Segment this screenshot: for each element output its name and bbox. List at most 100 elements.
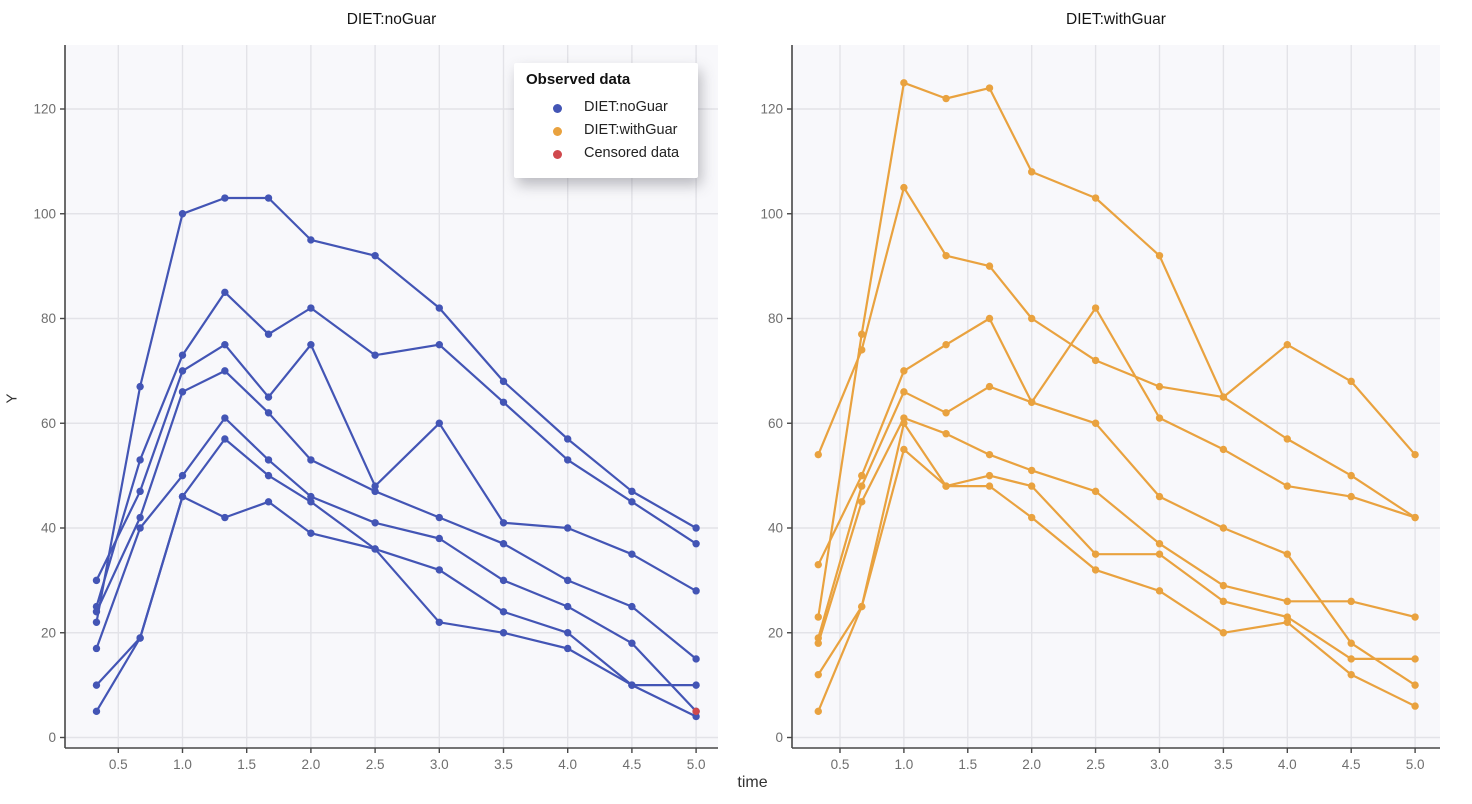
data-point — [985, 84, 994, 92]
data-point — [1347, 597, 1355, 606]
y-tick-label: 80 — [41, 311, 56, 326]
data-point — [435, 419, 443, 427]
x-tick-label: 4.5 — [623, 757, 642, 772]
data-point — [1155, 251, 1164, 260]
legend-item-label: Censored data — [584, 145, 680, 161]
series-line — [95, 495, 698, 713]
data-point — [1411, 513, 1419, 522]
y-tick-label: 0 — [48, 730, 56, 745]
data-point — [92, 608, 101, 616]
x-tick-label: 2.5 — [1086, 757, 1105, 772]
data-point — [692, 655, 700, 663]
data-point — [371, 519, 379, 527]
y-tick-label: 40 — [768, 521, 783, 536]
panel-title-noguar: DIET:noGuar — [346, 11, 437, 28]
data-point — [1028, 398, 1036, 406]
data-point — [178, 367, 187, 375]
legend-dot-icon — [553, 127, 562, 136]
x-tick-label: 1.0 — [173, 757, 192, 772]
data-point — [900, 79, 908, 87]
data-point — [985, 262, 994, 270]
x-axis-title: time — [737, 774, 768, 791]
data-point — [136, 634, 144, 642]
data-point — [136, 513, 144, 522]
data-point — [92, 681, 101, 689]
data-point — [1411, 702, 1419, 710]
data-point — [1091, 194, 1100, 202]
data-point — [692, 712, 700, 721]
data-point — [1028, 168, 1036, 176]
data-point — [1283, 597, 1292, 606]
data-point — [1091, 304, 1100, 312]
data-point — [1091, 487, 1100, 496]
data-point — [371, 487, 379, 496]
data-point — [942, 482, 950, 490]
data-point — [1028, 314, 1036, 323]
panel-title-withguar: DIET:withGuar — [1066, 11, 1166, 28]
data-point — [371, 251, 379, 260]
series-line — [95, 291, 698, 608]
series-line — [95, 369, 698, 661]
x-tick-label: 3.5 — [1214, 757, 1233, 772]
series-line — [95, 196, 698, 624]
data-point — [628, 681, 636, 689]
data-point — [858, 330, 866, 338]
data-point — [942, 409, 950, 417]
y-tick-label: 100 — [760, 206, 783, 221]
data-point — [499, 540, 508, 548]
data-point — [1283, 550, 1292, 558]
x-tick-label: 4.5 — [1342, 757, 1361, 772]
x-tick-label: 3.5 — [494, 757, 513, 772]
data-point — [900, 388, 908, 396]
data-point — [92, 602, 101, 611]
series-line — [817, 448, 1417, 676]
data-point — [858, 482, 866, 490]
y-tick-label: 60 — [768, 416, 783, 431]
data-point — [178, 388, 187, 396]
data-point — [371, 351, 379, 359]
data-point — [942, 340, 950, 349]
x-tick-label: 5.0 — [687, 757, 706, 772]
x-tick-label: 5.0 — [1406, 757, 1425, 772]
data-point — [692, 681, 700, 689]
data-point — [1028, 482, 1036, 490]
x-tick-label: 0.5 — [831, 757, 850, 772]
data-point — [499, 398, 508, 406]
data-point — [900, 367, 908, 375]
data-point — [564, 456, 572, 464]
y-tick-label: 60 — [41, 416, 56, 431]
data-point — [1155, 382, 1164, 391]
data-point — [307, 529, 315, 537]
data-point — [1411, 450, 1419, 459]
data-point — [307, 340, 315, 349]
data-point — [814, 560, 822, 569]
data-point — [564, 644, 572, 653]
data-point — [628, 487, 636, 496]
data-point — [1219, 524, 1228, 532]
x-tick-label: 3.0 — [1150, 757, 1169, 772]
data-point — [858, 602, 866, 611]
data-point — [858, 471, 866, 480]
data-point — [1091, 419, 1100, 427]
series-line — [817, 81, 1417, 619]
data-point — [692, 524, 700, 532]
series-line — [817, 186, 1417, 519]
series-line — [95, 343, 698, 593]
data-point — [1219, 597, 1228, 606]
data-point — [178, 492, 187, 501]
y-tick-label: 120 — [33, 102, 56, 117]
legend-item-withguar: DIET:withGuar — [514, 120, 698, 143]
data-point — [985, 314, 994, 323]
x-tick-label: 1.5 — [237, 757, 256, 772]
data-point — [499, 377, 508, 386]
data-point — [1347, 377, 1355, 386]
legend-dot-icon — [553, 104, 562, 113]
data-point — [1091, 356, 1100, 365]
y-tick-label: 100 — [33, 206, 56, 221]
data-point — [435, 618, 443, 626]
data-point — [942, 430, 950, 438]
data-point — [264, 498, 273, 506]
x-tick-label: 3.0 — [430, 757, 449, 772]
data-point — [264, 409, 273, 417]
